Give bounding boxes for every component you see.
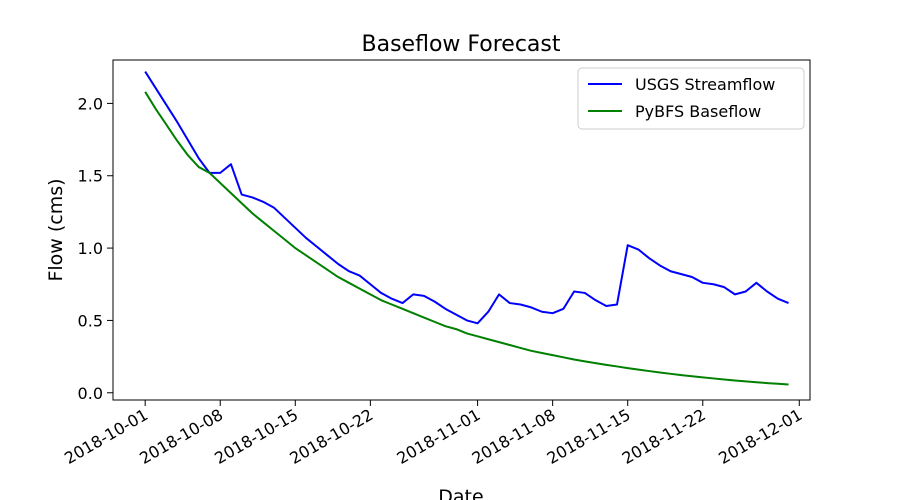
legend-label-1: PyBFS Baseflow — [635, 102, 761, 121]
y-tick-label: 1.0 — [78, 239, 103, 258]
y-axis: 0.0 0.5 1.0 1.5 2.0 — [78, 94, 113, 403]
y-tick-label: 0.0 — [78, 384, 103, 403]
y-tick-label: 2.0 — [78, 94, 103, 113]
chart-title: Baseflow Forecast — [362, 32, 561, 57]
y-axis-label: Flow (cms) — [45, 178, 67, 281]
series-line-1 — [144, 91, 789, 386]
y-tick-label: 0.5 — [78, 311, 103, 330]
plot-frame — [112, 59, 811, 401]
legend-box — [577, 67, 805, 130]
legend-label-0: USGS Streamflow — [635, 75, 775, 94]
x-axis-label: Date — [438, 486, 483, 500]
series-line-0 — [144, 71, 789, 325]
series-layer — [144, 71, 789, 386]
legend: USGS Streamflow PyBFS Baseflow — [577, 67, 805, 130]
y-tick-label: 1.5 — [78, 167, 103, 186]
